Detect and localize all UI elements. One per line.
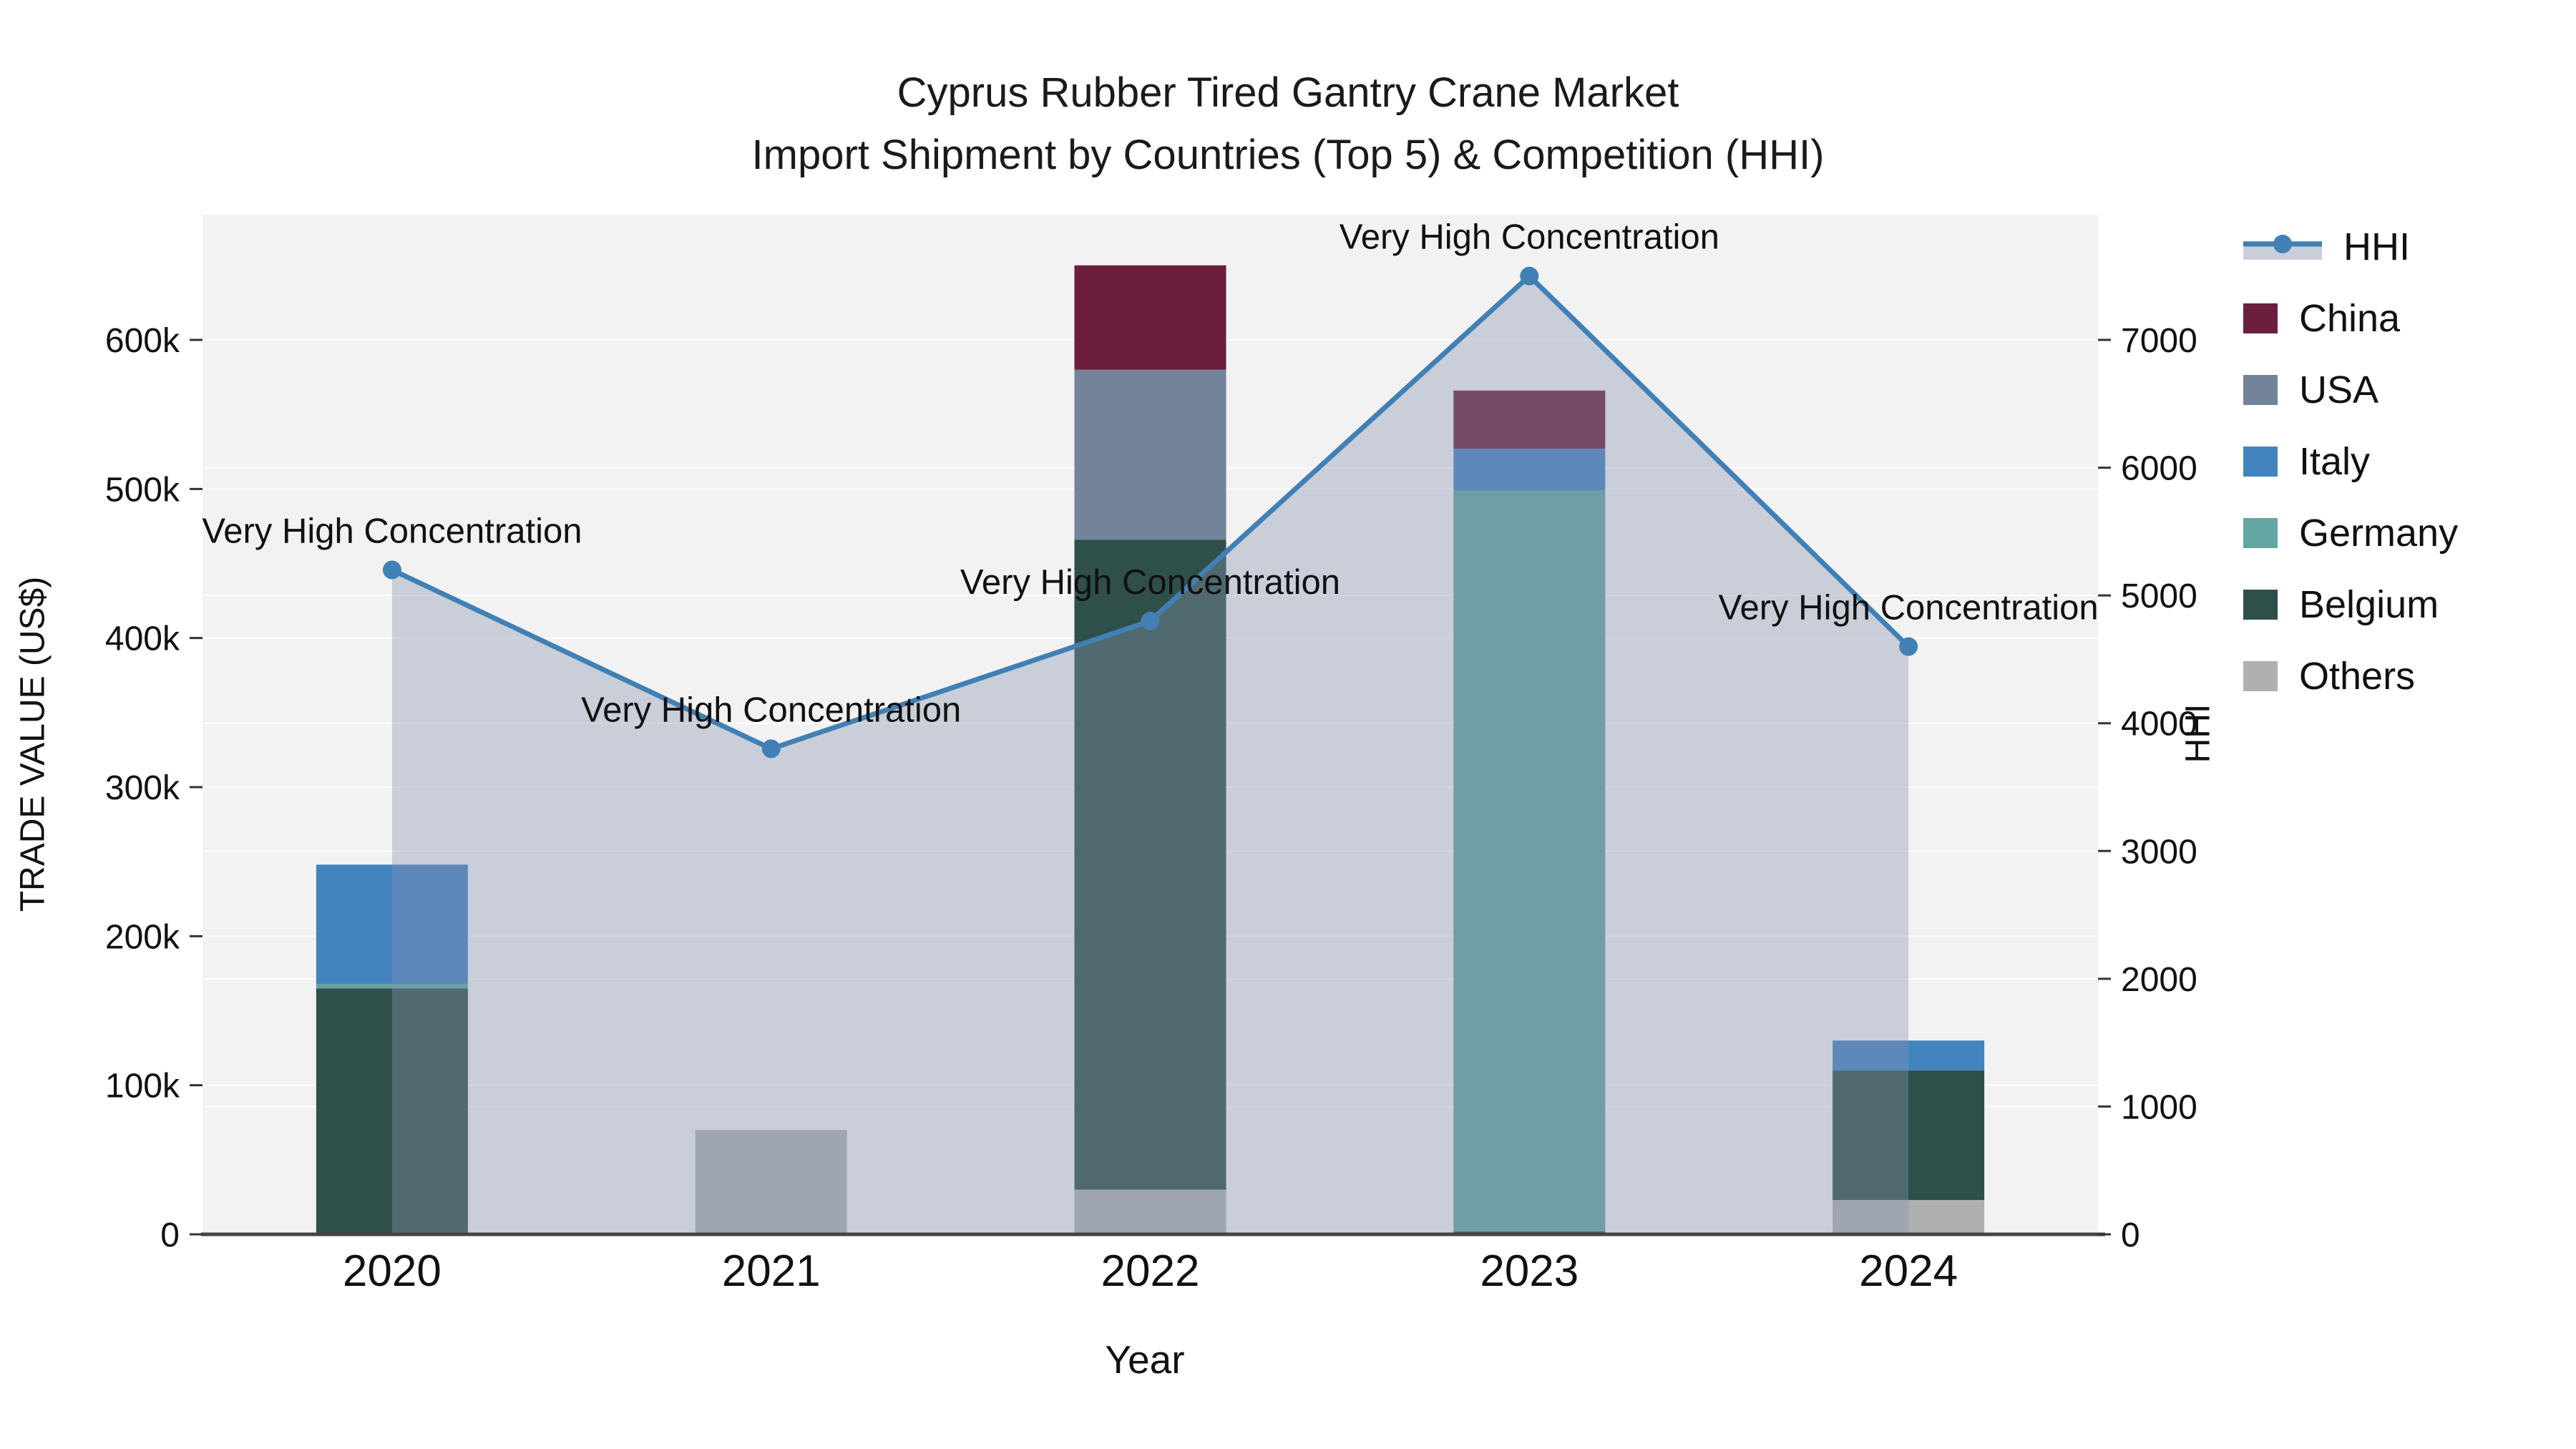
legend-item-label: Belgium	[2299, 583, 2439, 626]
germany-swatch-icon	[2243, 518, 2278, 548]
hhi-line-icon	[2243, 235, 2322, 260]
italy-swatch-icon	[2243, 447, 2278, 477]
x-tick-label-2022: 2022	[1101, 1246, 1200, 1296]
bar-segment-others-2024[interactable]	[1833, 1200, 1985, 1234]
y-right-tick-label: 6000	[2121, 450, 2197, 488]
x-tick-label-2020: 2020	[343, 1246, 441, 1296]
legend-item-label: Italy	[2299, 440, 2371, 483]
legend-item-germany[interactable]: Germany	[2243, 497, 2458, 569]
y-axis-title-right: HHI	[2179, 703, 2218, 763]
y-right-tick-label: 0	[2121, 1216, 2140, 1254]
annotation-2024: Very High Concentration	[1719, 589, 2099, 628]
others-swatch-icon	[2243, 661, 2278, 691]
hhi-marker-2020[interactable]	[382, 560, 401, 580]
legend-item-hhi[interactable]: HHI	[2243, 211, 2458, 283]
bar-segment-belgium-2024[interactable]	[1833, 1070, 1985, 1201]
annotation-2020: Very High Concentration	[202, 512, 582, 550]
hhi-marker-2021[interactable]	[761, 739, 781, 758]
annotation-2022: Very High Concentration	[960, 563, 1340, 602]
legend-item-belgium[interactable]: Belgium	[2243, 569, 2458, 640]
legend-item-label: Others	[2299, 655, 2416, 698]
y-left-tick-label: 300k	[105, 769, 180, 807]
hhi-area	[391, 275, 1909, 1234]
hhi-marker-2024[interactable]	[1899, 637, 1918, 656]
bar-segment-italy-2024[interactable]	[1833, 1040, 1985, 1070]
usa-swatch-icon	[2243, 375, 2278, 405]
bar-segment-belgium-2020[interactable]	[316, 988, 468, 1234]
chart-title-line1: Cyprus Rubber Tired Gantry Crane Market	[897, 69, 1679, 116]
legend-item-label: HHI	[2343, 225, 2410, 268]
legend: HHI China USA Italy Germany Belgium Others	[2243, 211, 2458, 712]
bar-segment-germany-2023[interactable]	[1453, 490, 1606, 1231]
hhi-marker-2023[interactable]	[1520, 266, 1539, 286]
legend-item-label: Germany	[2299, 512, 2459, 555]
bar-segment-germany-2020[interactable]	[316, 984, 468, 989]
china-swatch-icon	[2243, 303, 2278, 333]
hhi-marker-2022[interactable]	[1141, 611, 1160, 630]
bar-segment-china-2022[interactable]	[1074, 265, 1226, 370]
bar-segment-belgium-2022[interactable]	[1074, 540, 1226, 1190]
legend-item-china[interactable]: China	[2243, 283, 2458, 354]
x-axis-title: Year	[1105, 1337, 1185, 1382]
y-left-tick-label: 400k	[105, 620, 180, 658]
y-right-tick-label: 1000	[2121, 1088, 2197, 1126]
y-left-tick-label: 100k	[105, 1068, 180, 1106]
y-axis-title-left: TRADE VALUE (US$)	[14, 576, 52, 912]
y-left-tick-label: 600k	[105, 322, 180, 360]
x-tick-label-2023: 2023	[1480, 1246, 1579, 1296]
chart-title-line2: Import Shipment by Countries (Top 5) & C…	[751, 132, 1825, 178]
legend-item-others[interactable]: Others	[2243, 640, 2458, 712]
legend-item-label: USA	[2299, 369, 2379, 411]
bar-segment-italy-2020[interactable]	[316, 864, 468, 984]
y-left-tick-label: 0	[160, 1216, 180, 1254]
bar-segment-china-2023[interactable]	[1453, 390, 1606, 449]
annotation-2021: Very High Concentration	[581, 691, 961, 729]
annotation-2023: Very High Concentration	[1340, 218, 1719, 257]
y-right-tick-label: 3000	[2121, 833, 2197, 871]
bar-segment-others-2022[interactable]	[1074, 1189, 1226, 1235]
bar-segment-italy-2023[interactable]	[1453, 449, 1606, 491]
y-right-tick-label: 4000	[2121, 706, 2197, 743]
x-tick-label-2024: 2024	[1859, 1246, 1958, 1296]
y-left-tick-label: 200k	[105, 918, 180, 956]
y-right-tick-label: 2000	[2121, 961, 2197, 999]
bar-segment-usa-2022[interactable]	[1074, 369, 1226, 540]
bar-segment-others-2021[interactable]	[695, 1130, 847, 1234]
legend-item-usa[interactable]: USA	[2243, 354, 2458, 426]
legend-item-label: China	[2299, 297, 2401, 340]
y-left-tick-label: 500k	[105, 471, 180, 509]
x-tick-label-2021: 2021	[722, 1246, 821, 1296]
y-right-tick-label: 5000	[2121, 577, 2197, 615]
belgium-swatch-icon	[2243, 590, 2278, 620]
legend-item-italy[interactable]: Italy	[2243, 426, 2458, 497]
y-right-tick-label: 7000	[2121, 322, 2197, 360]
chart-title: Cyprus Rubber Tired Gantry Crane Market …	[0, 62, 2576, 186]
